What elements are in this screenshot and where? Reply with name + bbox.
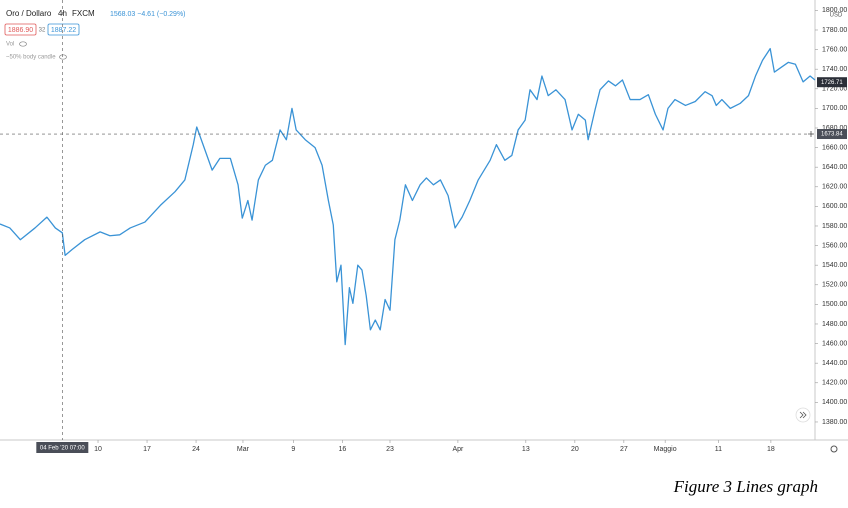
- x-tick-label: 27: [620, 446, 628, 453]
- scroll-icon: [799, 411, 807, 419]
- currency: USD: [830, 13, 843, 19]
- x-tick-label: Maggio: [654, 446, 677, 453]
- x-tick-label: Mar: [237, 446, 250, 453]
- y-tick-label: 1520.00: [822, 282, 847, 289]
- eye-icon[interactable]: [19, 41, 27, 47]
- settings-icon[interactable]: [830, 445, 838, 453]
- x-tick-label: 23: [386, 446, 394, 453]
- source: FXCM: [72, 9, 95, 18]
- y-tick-label: 1560.00: [822, 242, 847, 249]
- y-tick-label: 1760.00: [822, 46, 847, 53]
- crosshair-plus: [808, 131, 814, 138]
- crosshair-y-label: 1673.84: [821, 132, 843, 138]
- y-tick-label: 1600.00: [822, 203, 847, 210]
- y-tick-label: 1740.00: [822, 66, 847, 73]
- y-tick-label: 1420.00: [822, 380, 847, 387]
- y-tick-label: 1480.00: [822, 321, 847, 328]
- y-tick-label: 1620.00: [822, 184, 847, 191]
- indicator-label: Vol: [6, 42, 14, 48]
- x-tick-label: 10: [94, 446, 102, 453]
- buy-box[interactable]: [47, 23, 80, 36]
- y-tick-label: 1680.00: [822, 125, 847, 132]
- y-tick-label: 1500.00: [822, 301, 847, 308]
- x-tick-label: 9: [291, 446, 295, 453]
- sell-price: 1886.90: [8, 27, 33, 34]
- y-tick-label: 1700.00: [822, 105, 847, 112]
- buy-price: 1887.22: [51, 27, 76, 34]
- y-tick-label: 1580.00: [822, 223, 847, 230]
- crosshair-y-box: [817, 129, 847, 140]
- y-tick-label: 1800.00: [822, 7, 847, 14]
- x-tick-label: 18: [767, 446, 775, 453]
- x-tick-label: 20: [571, 446, 579, 453]
- crosshair-x-label: 04 Feb '20 07:00: [40, 446, 86, 452]
- x-tick-label: Apr: [452, 446, 464, 453]
- caption: Figure 3 Lines graph: [673, 477, 818, 496]
- y-tick-label: 1660.00: [822, 144, 847, 151]
- x-tick-label: 13: [522, 446, 530, 453]
- price-line: [0, 47, 816, 346]
- y-tick-label: 1780.00: [822, 27, 847, 34]
- y-tick-label: 1400.00: [822, 399, 847, 406]
- indicator-label: ~50% body candle: [6, 55, 56, 61]
- spread: 32: [39, 28, 46, 34]
- y-tick-label: 1460.00: [822, 340, 847, 347]
- x-tick-label: 16: [338, 446, 346, 453]
- sell-box[interactable]: [4, 23, 37, 36]
- quote: 1568.03 −4.61 (−0.29%): [110, 11, 186, 18]
- last-price-label: 1726.71: [821, 80, 843, 86]
- crosshair-x-box: [36, 442, 89, 453]
- symbol-title: Oro / Dollaro: [6, 9, 52, 18]
- eye-icon[interactable]: [59, 54, 67, 60]
- y-tick-label: 1440.00: [822, 360, 847, 367]
- last-price-box: [817, 77, 847, 88]
- x-tick-label: 24: [192, 446, 200, 453]
- y-tick-label: 1380.00: [822, 419, 847, 426]
- x-tick-label: 17: [143, 446, 151, 453]
- y-tick-label: 1720.00: [822, 86, 847, 93]
- y-tick-label: 1640.00: [822, 164, 847, 171]
- y-tick-label: 1540.00: [822, 262, 847, 269]
- x-tick-label: 11: [715, 446, 722, 453]
